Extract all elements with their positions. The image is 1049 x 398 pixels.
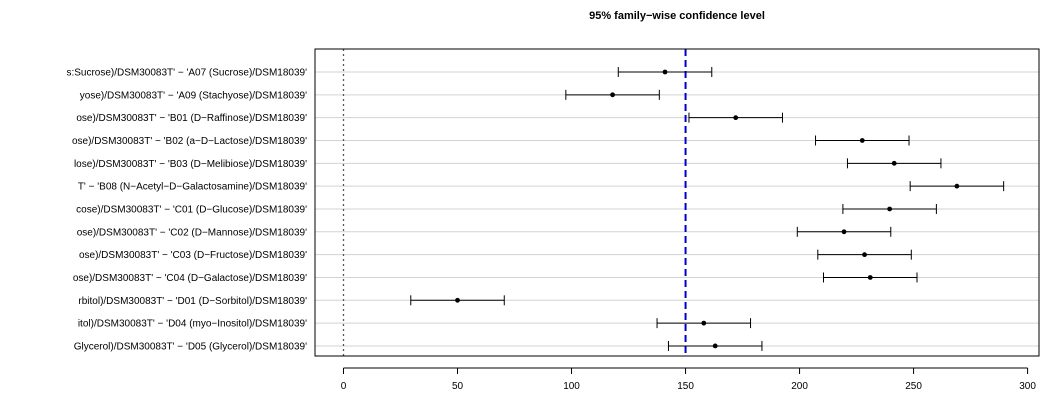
interval-row [688, 112, 783, 123]
interval-row [656, 318, 752, 329]
interval-row [565, 89, 660, 100]
estimate-point [701, 320, 707, 326]
chart-title: 95% family−wise confidence level [589, 10, 765, 22]
x-tick-label: 0 [341, 381, 347, 392]
x-axis: 0 50 100 150 200 250 300 [341, 367, 1036, 392]
interval-row [909, 181, 1005, 192]
row-label: lose)/DSM30083T' − 'B03 (D−Melibiose)/DS… [74, 159, 307, 170]
x-tick-label: 250 [905, 381, 922, 392]
estimate-point [862, 252, 867, 258]
row-label: ose)/DSM30083T' − 'C02 (D−Mannose)/DSM18… [77, 227, 307, 238]
row-label: ose)/DSM30083T' − 'C03 (D−Fructose)/DSM1… [79, 250, 307, 261]
row-label: Glycerol)/DSM30083T' − 'D05 (Glycerol)/D… [74, 341, 307, 352]
interval-row [796, 226, 892, 237]
estimate-point [733, 115, 739, 121]
estimate-point [455, 297, 460, 303]
row-label: rbitol)/DSM30083T' − 'D01 (D−Sorbitol)/D… [78, 296, 307, 307]
x-tick-label: 100 [563, 381, 580, 392]
estimate-point [712, 343, 718, 349]
row-label: T' − 'B08 (N−Acetyl−D−Galactosamine)/DSM… [78, 182, 307, 193]
x-tick-label: 150 [677, 381, 694, 392]
row-label: yose)/DSM30083T' − 'A09 (Stachyose)/DSM1… [80, 90, 307, 101]
interval-row [667, 340, 763, 351]
x-tick-label: 50 [452, 381, 464, 392]
interval-row [823, 272, 918, 283]
row-label: ose)/DSM30083T' − 'C04 (D−Galactose)/DSM… [73, 273, 307, 284]
interval-row [842, 203, 937, 214]
interval-row [817, 249, 912, 260]
estimate-point [859, 138, 865, 143]
row-label: s:Sucrose)/DSM30083T' − 'A07 (Sucrose)/D… [66, 68, 307, 79]
interval-layer [410, 67, 1005, 351]
interval-row [410, 295, 505, 306]
interval-row [846, 158, 942, 169]
row-label: ose)/DSM30083T' − 'B02 (a−D−Lactose)/DSM… [72, 136, 307, 147]
estimate-point [610, 92, 615, 98]
x-tick-label: 200 [791, 381, 808, 392]
estimate-point [662, 69, 668, 75]
row-label: ose)/DSM30083T' − 'B01 (D−Raffinose)/DSM… [76, 113, 307, 124]
interval-row [815, 135, 910, 146]
estimate-point [891, 160, 897, 166]
row-labels: s:Sucrose)/DSM30083T' − 'A07 (Sucrose)/D… [66, 68, 307, 353]
estimate-point [867, 275, 873, 280]
reference-lines [342, 49, 687, 356]
estimate-point [954, 183, 960, 189]
plot-frame [314, 48, 1040, 357]
row-label: itol)/DSM30083T' − 'D04 (myo−Inositol)/D… [78, 319, 307, 330]
interval-row [617, 67, 713, 77]
row-label: cose)/DSM30083T' − 'C01 (D−Glucose)/DSM1… [76, 204, 307, 215]
estimate-point [887, 206, 893, 212]
x-tick-label: 300 [1019, 381, 1036, 392]
estimate-point [841, 229, 847, 235]
